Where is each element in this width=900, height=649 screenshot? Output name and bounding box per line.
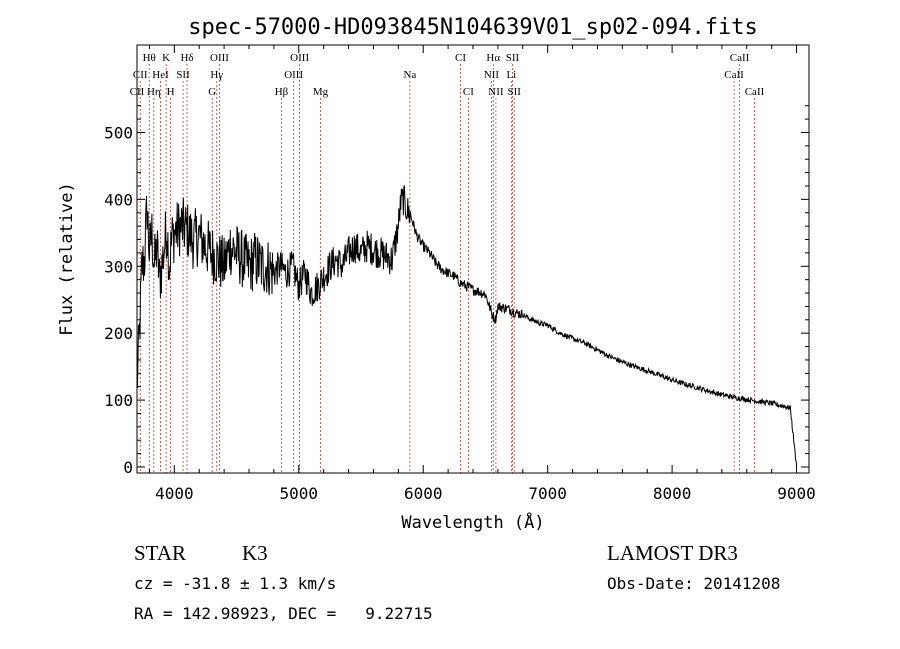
x-tick-label: 9000	[777, 484, 816, 503]
spectral-line-label: H	[167, 86, 175, 98]
spectral-line-label: SII	[507, 86, 521, 98]
y-tick-label: 400	[104, 190, 133, 209]
spectral-line-label: CI	[463, 86, 474, 98]
spectral-line-label: OIII	[290, 52, 309, 64]
y-tick-label: 300	[104, 257, 133, 276]
spectral-line-label: G	[208, 86, 216, 98]
spectral-line-label: Hγ	[210, 69, 223, 81]
spectral-line-label: Hδ	[180, 52, 193, 64]
y-tick-label: 100	[104, 391, 133, 410]
spectral-line-label: Hα	[486, 52, 500, 64]
spectral-line-label: NII	[484, 69, 500, 81]
spectral-line-label: SII	[506, 52, 520, 64]
velocity-text: cz = -31.8 ± 1.3 km/s	[134, 574, 336, 593]
spectral-line-label: Hβ	[275, 86, 289, 98]
spectral-line-label: CaII	[724, 69, 744, 81]
survey-name: LAMOST DR3	[607, 541, 738, 565]
y-axis-ticks: 0 100 200 300 400 500	[104, 105, 809, 477]
x-tick-label: 5000	[280, 484, 319, 503]
spectral-line-label: Hθ	[143, 52, 156, 64]
coordinates-text: RA = 142.98923, DEC = 9.22715	[134, 604, 433, 623]
x-axis-label: Wavelength (Å)	[401, 511, 544, 533]
y-axis-label: Flux (relative)	[57, 182, 77, 336]
spectral-line-labels: Hθ K Hδ OIII OIII CI Hα SII CaII CII HeI SII Hγ OIII N…	[130, 52, 765, 98]
x-tick-label: 4000	[155, 484, 194, 503]
spectral-line-label: SII	[176, 69, 190, 81]
spectrum-line	[136, 185, 798, 468]
y-tick-label: 500	[104, 123, 133, 142]
spectral-line-label: OIII	[284, 69, 303, 81]
y-tick-label: 0	[123, 458, 133, 477]
spectral-line-label: NII	[488, 86, 504, 98]
spectral-line-label: Mg	[313, 86, 329, 98]
spectral-line-label: CaII	[730, 52, 750, 64]
object-subclass: K3	[242, 541, 268, 565]
spectral-line-label: Hη	[147, 86, 161, 98]
spectral-line-label: CII	[133, 69, 148, 81]
spectral-line-label: K	[162, 52, 170, 64]
spectral-line-label: CI	[455, 52, 466, 64]
spectral-line-label: CaII	[745, 86, 765, 98]
chart-title: spec-57000-HD093845N104639V01_sp02-094.f…	[188, 15, 758, 40]
x-tick-label: 8000	[653, 484, 692, 503]
obs-date: Obs-Date: 20141208	[607, 574, 780, 593]
x-tick-label: 7000	[528, 484, 567, 503]
x-axis-ticks: 4000 5000 6000 7000 8000 9000	[148, 45, 816, 503]
spectral-line-label: Li	[506, 69, 516, 81]
spectral-line-label: HeI	[152, 69, 169, 81]
y-tick-label: 200	[104, 324, 133, 343]
spectral-line-label: Na	[403, 69, 416, 81]
x-tick-label: 6000	[404, 484, 443, 503]
object-class: STAR	[134, 541, 186, 565]
plot-frame	[136, 44, 810, 474]
spectral-line-label: OIII	[210, 52, 229, 64]
